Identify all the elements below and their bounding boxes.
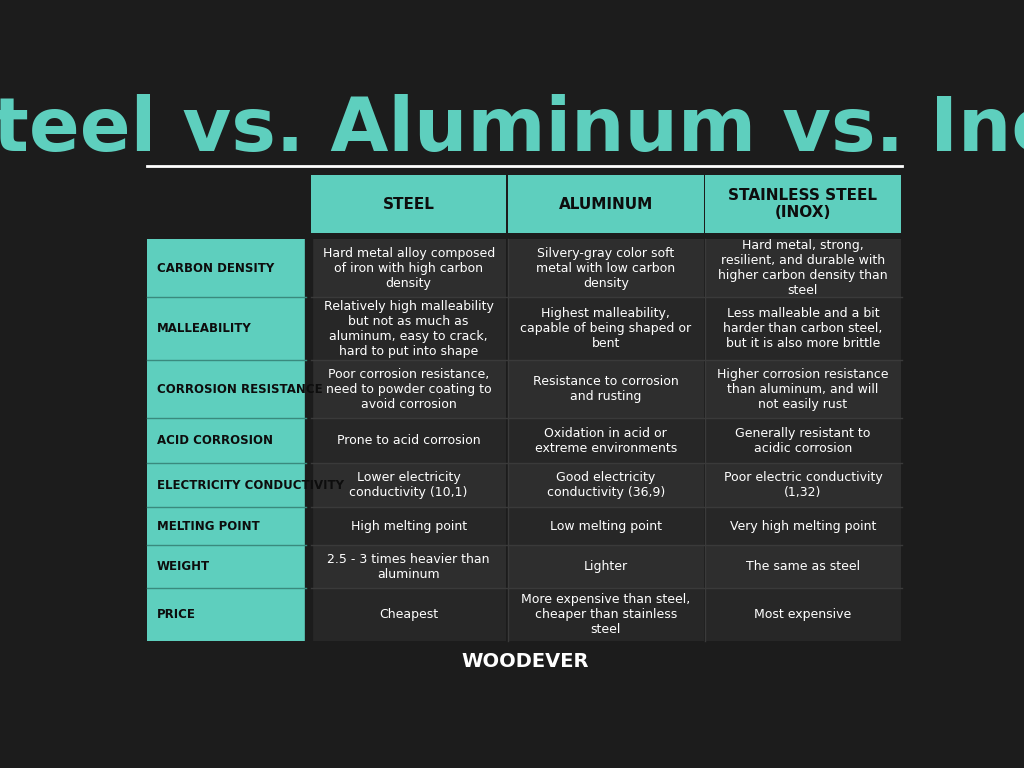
Text: ACID CORROSION: ACID CORROSION <box>157 434 272 447</box>
Text: CARBON DENSITY: CARBON DENSITY <box>157 262 274 275</box>
Text: Low melting point: Low melting point <box>550 520 662 533</box>
Text: WEIGHT: WEIGHT <box>157 560 210 573</box>
Text: Higher corrosion resistance
than aluminum, and will
not easily rust: Higher corrosion resistance than aluminu… <box>717 368 889 411</box>
FancyBboxPatch shape <box>311 588 507 641</box>
Text: Resistance to corrosion
and rusting: Resistance to corrosion and rusting <box>532 376 679 403</box>
FancyBboxPatch shape <box>311 175 507 233</box>
FancyBboxPatch shape <box>706 419 901 463</box>
Text: Relatively high malleability
but not as much as
aluminum, easy to crack,
hard to: Relatively high malleability but not as … <box>324 300 494 358</box>
Text: Less malleable and a bit
harder than carbon steel,
but it is also more brittle: Less malleable and a bit harder than car… <box>723 307 883 350</box>
FancyBboxPatch shape <box>311 463 507 508</box>
FancyBboxPatch shape <box>147 239 306 641</box>
FancyBboxPatch shape <box>508 508 703 545</box>
Text: The same as steel: The same as steel <box>745 560 860 573</box>
FancyBboxPatch shape <box>311 419 507 463</box>
FancyBboxPatch shape <box>706 239 901 297</box>
Text: STEEL: STEEL <box>383 197 434 212</box>
Text: High melting point: High melting point <box>350 520 467 533</box>
FancyBboxPatch shape <box>706 175 901 233</box>
Text: Poor corrosion resistance,
need to powder coating to
avoid corrosion: Poor corrosion resistance, need to powde… <box>326 368 492 411</box>
Text: WOODEVER: WOODEVER <box>461 653 589 671</box>
Text: Lighter: Lighter <box>584 560 628 573</box>
FancyBboxPatch shape <box>508 463 703 508</box>
FancyBboxPatch shape <box>706 588 901 641</box>
FancyBboxPatch shape <box>706 545 901 588</box>
Text: 2.5 - 3 times heavier than
aluminum: 2.5 - 3 times heavier than aluminum <box>328 553 489 581</box>
FancyBboxPatch shape <box>706 463 901 508</box>
FancyBboxPatch shape <box>508 588 703 641</box>
Text: STAINLESS STEEL
(INOX): STAINLESS STEEL (INOX) <box>728 188 878 220</box>
FancyBboxPatch shape <box>311 508 507 545</box>
Text: MELTING POINT: MELTING POINT <box>157 520 259 533</box>
Text: Prone to acid corrosion: Prone to acid corrosion <box>337 434 480 447</box>
Text: Most expensive: Most expensive <box>755 608 852 621</box>
FancyBboxPatch shape <box>311 239 507 297</box>
FancyBboxPatch shape <box>508 419 703 463</box>
FancyBboxPatch shape <box>311 545 507 588</box>
FancyBboxPatch shape <box>508 239 703 297</box>
Text: Silvery-gray color soft
metal with low carbon
density: Silvery-gray color soft metal with low c… <box>537 247 676 290</box>
FancyBboxPatch shape <box>508 545 703 588</box>
Text: Lower electricity
conductivity (10,1): Lower electricity conductivity (10,1) <box>349 471 468 499</box>
Text: Poor electric conductivity
(1,32): Poor electric conductivity (1,32) <box>724 471 883 499</box>
FancyBboxPatch shape <box>311 297 507 360</box>
Text: Hard metal alloy composed
of iron with high carbon
density: Hard metal alloy composed of iron with h… <box>323 247 495 290</box>
Text: Cheapest: Cheapest <box>379 608 438 621</box>
FancyBboxPatch shape <box>311 360 507 419</box>
Text: CORROSION RESISTANCE: CORROSION RESISTANCE <box>157 383 323 396</box>
Text: Highest malleability,
capable of being shaped or
bent: Highest malleability, capable of being s… <box>520 307 691 350</box>
FancyBboxPatch shape <box>508 360 703 419</box>
FancyBboxPatch shape <box>508 175 703 233</box>
Text: More expensive than steel,
cheaper than stainless
steel: More expensive than steel, cheaper than … <box>521 593 690 636</box>
FancyBboxPatch shape <box>706 508 901 545</box>
Text: MALLEABILITY: MALLEABILITY <box>157 323 252 336</box>
Text: Hard metal, strong,
resilient, and durable with
higher carbon density than
steel: Hard metal, strong, resilient, and durab… <box>718 240 888 297</box>
Text: Generally resistant to
acidic corrosion: Generally resistant to acidic corrosion <box>735 427 870 455</box>
Text: Very high melting point: Very high melting point <box>730 520 877 533</box>
FancyBboxPatch shape <box>508 297 703 360</box>
Text: PRICE: PRICE <box>157 608 196 621</box>
Text: Good electricity
conductivity (36,9): Good electricity conductivity (36,9) <box>547 471 665 499</box>
Text: Steel vs. Aluminum vs. Inox: Steel vs. Aluminum vs. Inox <box>0 94 1024 167</box>
Text: Oxidation in acid or
extreme environments: Oxidation in acid or extreme environment… <box>535 427 677 455</box>
Text: ELECTRICITY CONDUCTIVITY: ELECTRICITY CONDUCTIVITY <box>157 478 344 492</box>
Text: ALUMINUM: ALUMINUM <box>559 197 653 212</box>
FancyBboxPatch shape <box>706 360 901 419</box>
FancyBboxPatch shape <box>706 297 901 360</box>
